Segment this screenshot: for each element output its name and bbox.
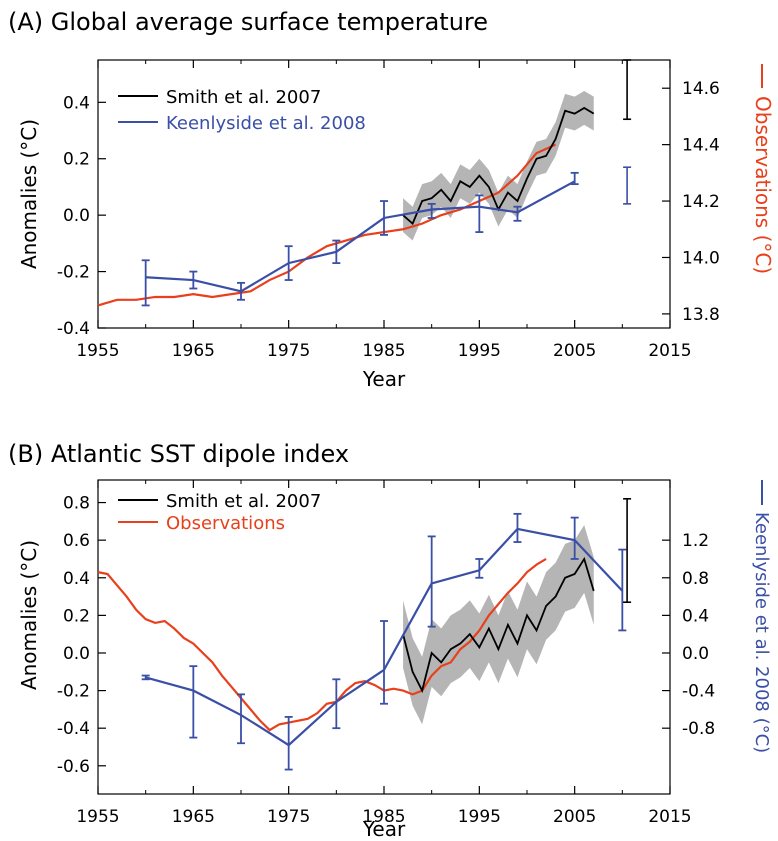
y2-tick-label: 0.8	[682, 569, 709, 589]
x-tick-label: 1965	[172, 341, 215, 361]
panel-b-y2label-group: Keenlyside et al. 2008 (°C)	[751, 480, 772, 753]
panel-a-ylabel: Anomalies (°C)	[17, 119, 41, 269]
x-tick-label: 2005	[553, 807, 596, 827]
y-tick-label: -0.4	[57, 719, 90, 739]
smith-spread-band	[403, 91, 594, 241]
panel-b-spread-layer	[403, 525, 594, 725]
panel-b-legend: Smith et al. 2007 Observations	[118, 491, 321, 534]
x-tick-label: 2005	[553, 341, 596, 361]
panel-a-y-axis: -0.4 -0.2 0.0 0.2 0.4	[57, 93, 106, 339]
x-tick-label: 1985	[362, 807, 405, 827]
smith-spread-band	[403, 525, 594, 725]
x-tick-label: 1995	[458, 807, 501, 827]
panel-b-ylabel: Anomalies (°C)	[17, 540, 41, 690]
x-tick-label: 1955	[76, 807, 119, 827]
panel-a-y2label-group: Observations (°C)	[751, 64, 775, 274]
y-tick-label: 0.6	[63, 531, 90, 551]
y-tick-label: 0.0	[63, 206, 90, 226]
x-tick-label: 1985	[362, 341, 405, 361]
panel-b: (B) Atlantic SST dipole index 1955 1965 19…	[8, 440, 772, 841]
smith-line	[402, 556, 595, 694]
panel-a-lines-layer	[97, 59, 632, 307]
y-tick-label: -0.6	[57, 757, 90, 777]
x-tick-label: 1975	[267, 807, 310, 827]
y2-tick-label: 1.2	[682, 531, 709, 551]
observations-line	[97, 558, 547, 732]
y-tick-label: -0.2	[57, 263, 90, 283]
panel-a-title: (A) Global average surface temperature	[8, 8, 488, 36]
y2-tick-label: 0.0	[682, 644, 709, 664]
x-tick-label: 1975	[267, 341, 310, 361]
y2-tick-label: 14.4	[682, 136, 720, 156]
y-tick-label: 0.2	[63, 150, 90, 170]
panel-a-y2label: Observations (°C)	[751, 96, 775, 274]
y2-tick-label: 14.0	[682, 248, 720, 268]
panel-b-y2label: Keenlyside et al. 2008 (°C)	[751, 512, 772, 753]
x-tick-label: 2015	[648, 807, 691, 827]
y-tick-label: 0.8	[63, 494, 90, 514]
panel-b-y2-axis: -0.8 -0.4 0.0 0.4 0.8 1.2	[662, 531, 715, 739]
panel-a-x-axis: 1955 1965 1975 1985 1995 2005 2015	[76, 60, 692, 361]
y-tick-label: -0.2	[57, 682, 90, 702]
y-tick-label: 0.0	[63, 644, 90, 664]
y2-tick-label: 14.2	[682, 192, 720, 212]
x-tick-label: 1965	[172, 807, 215, 827]
y2-tick-label: -0.4	[682, 682, 715, 702]
panel-a-y2-axis: 13.8 14.0 14.2 14.4 14.6	[662, 79, 720, 325]
x-tick-label: 1955	[76, 341, 119, 361]
legend-label-keenlyside: Keenlyside et al. 2008	[166, 113, 366, 134]
y-tick-label: -0.4	[57, 319, 90, 339]
legend-label-smith: Smith et al. 2007	[166, 491, 321, 512]
y2-tick-label: -0.8	[682, 719, 715, 739]
y2-tick-label: 14.6	[682, 79, 720, 99]
panel-a-legend: Smith et al. 2007 Keenlyside et al. 2008	[118, 87, 366, 134]
panel-b-y-axis: -0.6 -0.4 -0.2 0.0 0.2 0.4 0.6 0.8	[57, 494, 106, 777]
legend-label-observations: Observations	[166, 513, 285, 534]
y-tick-label: 0.4	[63, 93, 90, 113]
y2-tick-label: 13.8	[682, 305, 720, 325]
panel-b-x-axis: 1955 1965 1975 1985 1995 2005 2015	[76, 480, 692, 827]
panel-b-xlabel: Year	[362, 817, 406, 841]
panel-a: (A) Global average surface temperature 1…	[8, 8, 775, 391]
panel-a-xlabel: Year	[362, 367, 406, 391]
y-tick-label: 0.4	[63, 569, 90, 589]
panel-b-lines-layer	[97, 498, 632, 771]
panel-b-title: (B) Atlantic SST dipole index	[8, 440, 349, 468]
y-tick-label: 0.2	[63, 606, 90, 626]
legend-label-smith: Smith et al. 2007	[166, 87, 321, 108]
x-tick-label: 1995	[458, 341, 501, 361]
y2-tick-label: 0.4	[682, 606, 709, 626]
panel-a-spread-layer	[403, 91, 594, 241]
x-tick-label: 2015	[648, 341, 691, 361]
keenlyside-line	[145, 180, 576, 293]
